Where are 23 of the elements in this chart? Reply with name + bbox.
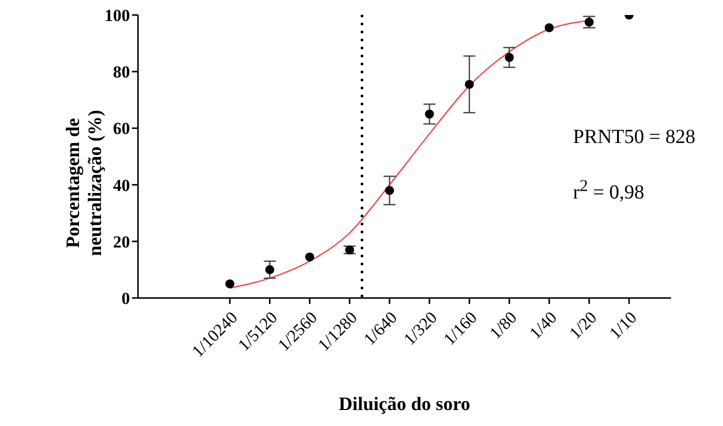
x-tick-label: 1/80 xyxy=(486,308,521,343)
point xyxy=(464,80,474,89)
x-tick-label: 1/10 xyxy=(606,308,640,343)
annotation: PRNT50 = 828 xyxy=(573,126,696,149)
point xyxy=(225,279,234,288)
y-tick-label: 60 xyxy=(113,119,130,138)
y-tick-label: 0 xyxy=(122,289,130,308)
y-tick-label: 100 xyxy=(104,6,130,26)
x-tick-label: 1/20 xyxy=(566,308,601,343)
point xyxy=(544,23,554,32)
y-tick-label: 40 xyxy=(113,176,130,195)
x-axis-title: Diluição do soro xyxy=(338,394,472,416)
point xyxy=(265,265,274,274)
point xyxy=(345,245,354,254)
point xyxy=(305,252,314,262)
point xyxy=(385,186,394,195)
point xyxy=(424,110,434,119)
x-tick-label: 1/40 xyxy=(526,308,561,343)
y-tick-label: 80 xyxy=(113,62,130,82)
point xyxy=(504,52,514,62)
y-axis-title: Porcentagem de neutralização (%) xyxy=(63,108,107,258)
annotation: r$^{2}$ = 0,98 xyxy=(573,176,644,205)
y-tick-label: 20 xyxy=(113,232,130,252)
